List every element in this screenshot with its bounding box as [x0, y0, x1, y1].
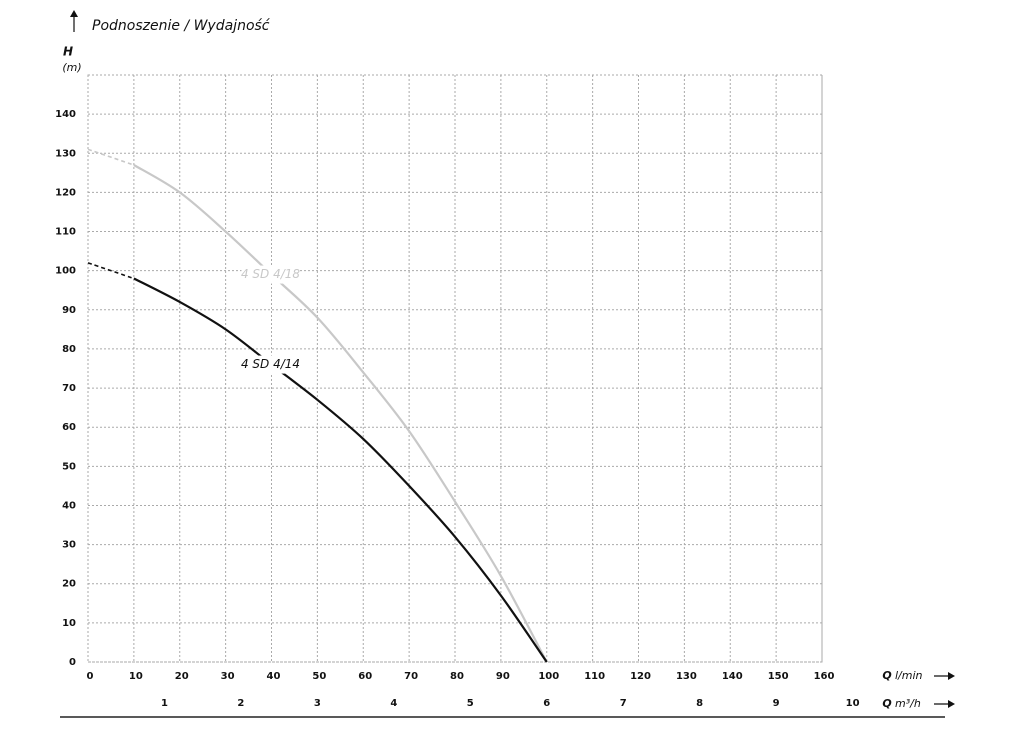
- arrow-head: [70, 10, 78, 17]
- y-tick-label: 0: [69, 657, 76, 668]
- x2-tick-label: 2: [237, 698, 244, 709]
- chart-title: Podnoszenie / Wydajność: [92, 18, 271, 34]
- y-tick-label: 130: [55, 148, 76, 159]
- x-tick-label: 50: [312, 671, 326, 682]
- y-tick-label: 120: [55, 187, 76, 198]
- y-tick-label: 10: [62, 618, 76, 629]
- x-tick-label: 150: [768, 671, 789, 682]
- x-tick-label: 160: [814, 671, 835, 682]
- curve: [133, 277, 548, 663]
- x2-tick-label: 10: [846, 698, 860, 709]
- y-tick-label: 100: [55, 266, 76, 277]
- x2-tick-label: 6: [543, 698, 550, 709]
- y-tick-label: 30: [62, 540, 76, 551]
- curve: [133, 164, 548, 663]
- x2-tick-label: 7: [620, 698, 627, 709]
- x-unit: l/min: [895, 669, 923, 682]
- y-tick-label: 70: [62, 383, 76, 394]
- y-tick-label: 140: [55, 109, 76, 120]
- y-label: H: [63, 45, 73, 59]
- y-tick-label: 80: [62, 344, 76, 355]
- x-label: Q: [882, 669, 891, 682]
- x-tick-label: 80: [450, 671, 464, 682]
- curve-label: 4 SD 4/14: [241, 357, 300, 371]
- arrow-head: [948, 700, 955, 708]
- y-tick-label: 50: [62, 461, 76, 472]
- x2-label: Q: [882, 697, 891, 710]
- x2-tick-label: 9: [773, 698, 780, 709]
- x2-tick-label: 5: [467, 698, 474, 709]
- x-tick-label: 60: [358, 671, 372, 682]
- x2-tick-label: 3: [314, 698, 321, 709]
- x-tick-label: 120: [630, 671, 651, 682]
- x-tick-label: 130: [676, 671, 697, 682]
- x2-tick-label: 4: [390, 698, 397, 709]
- curve-extrapolated: [87, 262, 135, 280]
- y-tick-label: 40: [62, 500, 76, 511]
- x-tick-label: 90: [496, 671, 510, 682]
- x2-tick-label: 8: [696, 698, 703, 709]
- arrow-head: [948, 672, 955, 680]
- y-tick-label: 90: [62, 305, 76, 316]
- x-tick-label: 110: [584, 671, 605, 682]
- x2-tick-label: 1: [161, 698, 168, 709]
- y-tick-label: 60: [62, 422, 76, 433]
- x-tick-label: 100: [538, 671, 559, 682]
- curve-extrapolated: [87, 148, 135, 166]
- x-tick-label: 40: [267, 671, 281, 682]
- curve-label: 4 SD 4/18: [241, 267, 300, 281]
- x-tick-label: 30: [221, 671, 235, 682]
- x-tick-label: 140: [722, 671, 743, 682]
- x-tick-label: 10: [129, 671, 143, 682]
- y-tick-label: 20: [62, 579, 76, 590]
- label-bg: [241, 265, 300, 284]
- x2-unit: m³/h: [895, 697, 921, 710]
- x-tick-label: 0: [87, 671, 94, 682]
- x-tick-label: 20: [175, 671, 189, 682]
- x-tick-label: 70: [404, 671, 418, 682]
- y-unit: (m): [62, 61, 81, 74]
- label-bg: [241, 355, 300, 374]
- y-tick-label: 110: [55, 227, 76, 238]
